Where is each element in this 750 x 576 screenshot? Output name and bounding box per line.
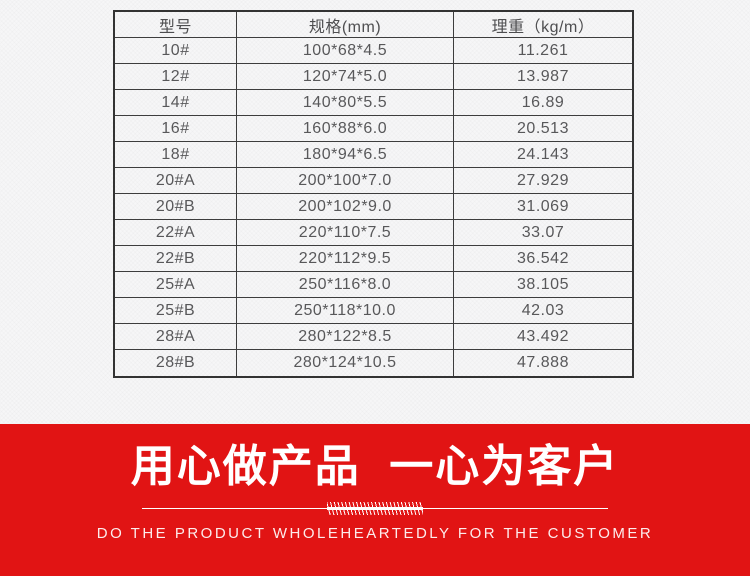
table-row: 22#A 220*110*7.5 33.07 (115, 220, 632, 246)
slogan-subline: DO THE PRODUCT WHOLEHEARTEDLY FOR THE CU… (96, 525, 654, 542)
table-header-row: 型号 规格(mm) 理重（kg/m） (115, 12, 632, 38)
cell-model: 10# (115, 38, 237, 63)
cell-model: 14# (115, 90, 237, 115)
header-weight: 理重（kg/m） (491, 18, 595, 36)
table-row: 25#A 250*116*8.0 38.105 (115, 272, 632, 298)
cell-weight: 36.542 (517, 249, 569, 267)
table-body: 10# 100*68*4.5 11.261 12# 120*74*5.0 13.… (115, 38, 632, 376)
cell-spec: 140*80*5.5 (237, 90, 454, 115)
header-spec: 规格(mm) (237, 12, 454, 37)
cell-model: 25#B (115, 298, 237, 323)
cell-weight: 33.07 (521, 223, 565, 241)
divider-line-right (421, 508, 608, 509)
cell-weight: 47.888 (517, 354, 569, 371)
cell-spec: 280*122*8.5 (237, 324, 454, 349)
cell-weight: 20.513 (517, 119, 569, 137)
cell-weight: 16.89 (521, 93, 565, 111)
table-row: 18# 180*94*6.5 24.143 (115, 142, 632, 168)
cell-weight: 31.069 (517, 197, 569, 215)
cell-weight: 24.143 (517, 145, 569, 163)
slogan-banner: 用心做产品 一心为客户 DO THE PRODUCT WHOLEHEARTEDL… (0, 424, 750, 576)
cell-spec: 120*74*5.0 (237, 64, 454, 89)
cell-spec: 200*102*9.0 (237, 194, 454, 219)
divider-line-left (142, 508, 329, 509)
divider (142, 501, 608, 516)
cell-spec: 220*112*9.5 (237, 246, 454, 271)
spec-table: 型号 规格(mm) 理重（kg/m） 10# 100*68*4.5 11.261… (113, 10, 634, 378)
table-row: 28#B 280*124*10.5 47.888 (115, 350, 632, 376)
zipper-comb-icon (327, 502, 423, 515)
cell-spec: 180*94*6.5 (237, 142, 454, 167)
table-row: 20#B 200*102*9.0 31.069 (115, 194, 632, 220)
cell-spec: 280*124*10.5 (237, 350, 454, 376)
cell-weight: 27.929 (517, 171, 569, 189)
cell-spec: 200*100*7.0 (237, 168, 454, 193)
cell-spec: 220*110*7.5 (237, 220, 454, 245)
table-row: 20#A 200*100*7.0 27.929 (115, 168, 632, 194)
cell-weight: 38.105 (517, 275, 569, 293)
cell-model: 28#A (115, 324, 237, 349)
table-row: 14# 140*80*5.5 16.89 (115, 90, 632, 116)
table-row: 12# 120*74*5.0 13.987 (115, 64, 632, 90)
table-row: 28#A 280*122*8.5 43.492 (115, 324, 632, 350)
header-model: 型号 (115, 12, 237, 37)
table-row: 16# 160*88*6.0 20.513 (115, 116, 632, 142)
table-row: 25#B 250*118*10.0 42.03 (115, 298, 632, 324)
cell-spec: 100*68*4.5 (237, 38, 454, 63)
cell-model: 22#A (115, 220, 237, 245)
cell-spec: 250*116*8.0 (237, 272, 454, 297)
cell-spec: 160*88*6.0 (237, 116, 454, 141)
cell-model: 20#A (115, 168, 237, 193)
cell-weight: 11.261 (517, 41, 569, 59)
cell-model: 25#A (115, 272, 237, 297)
cell-model: 18# (115, 142, 237, 167)
cell-model: 12# (115, 64, 237, 89)
cell-model: 16# (115, 116, 237, 141)
cell-model: 28#B (115, 350, 237, 376)
cell-weight: 43.492 (517, 327, 569, 345)
cell-weight: 13.987 (517, 67, 569, 85)
cell-model: 22#B (115, 246, 237, 271)
slogan-headline: 用心做产品 一心为客户 (130, 442, 620, 491)
table-row: 10# 100*68*4.5 11.261 (115, 38, 632, 64)
table-row: 22#B 220*112*9.5 36.542 (115, 246, 632, 272)
cell-model: 20#B (115, 194, 237, 219)
cell-weight: 42.03 (521, 301, 565, 319)
cell-spec: 250*118*10.0 (237, 298, 454, 323)
